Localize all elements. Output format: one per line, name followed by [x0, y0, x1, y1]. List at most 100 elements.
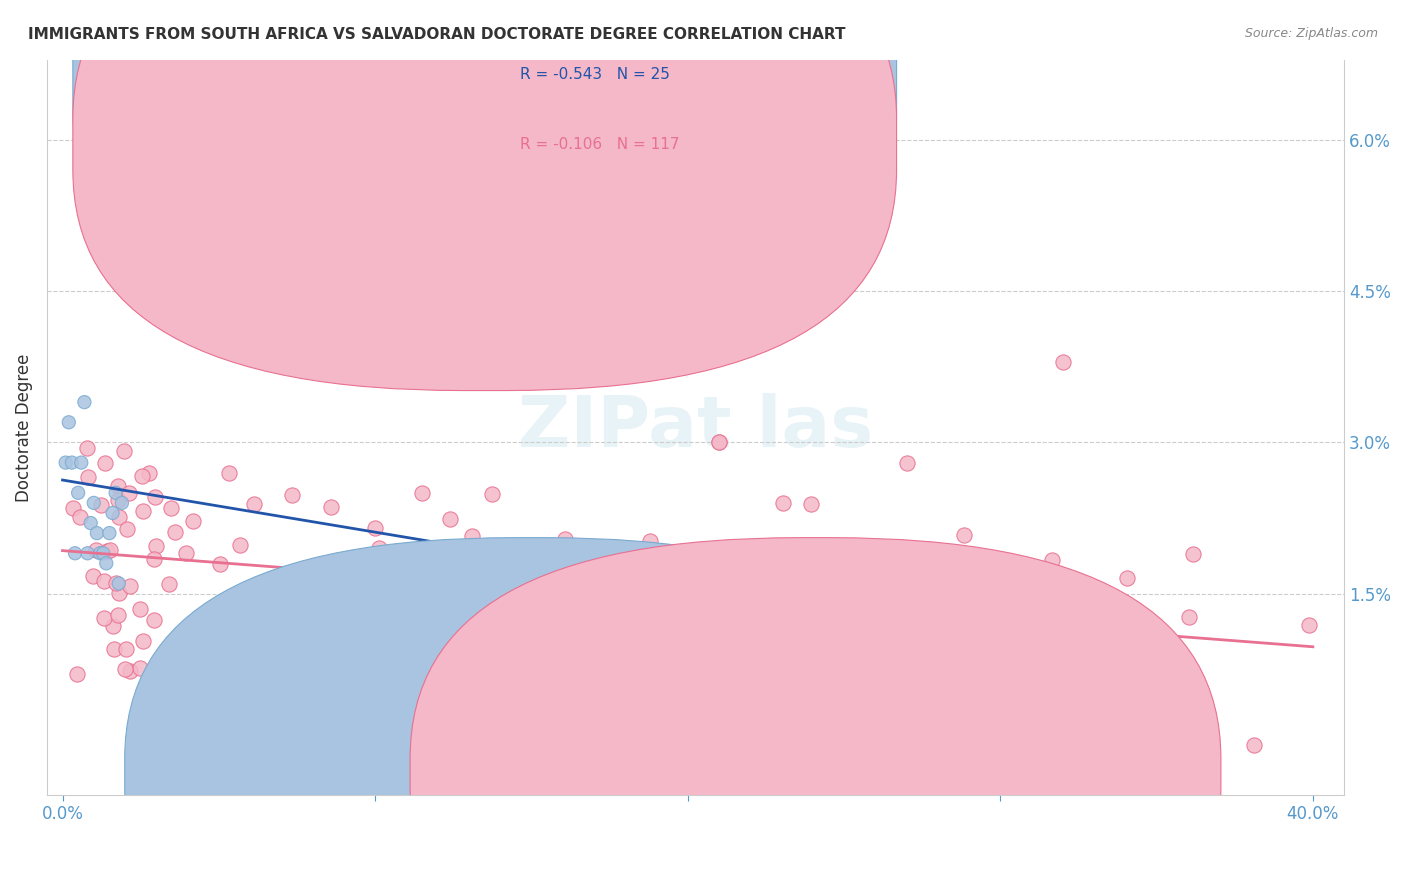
Point	[381, 612, 404, 626]
Point	[406, 673, 429, 687]
Point	[218, 467, 240, 481]
Text: IMMIGRANTS FROM SOUTH AFRICA VS SALVADORAN DOCTORATE DEGREE CORRELATION CHART: IMMIGRANTS FROM SOUTH AFRICA VS SALVADOR…	[28, 27, 845, 42]
Point	[143, 552, 166, 566]
Point	[105, 575, 128, 590]
Point	[800, 497, 823, 511]
Point	[205, 640, 228, 655]
Point	[174, 546, 197, 560]
Point	[953, 721, 976, 735]
Point	[1071, 590, 1094, 604]
Point	[83, 496, 105, 510]
Point	[60, 456, 83, 470]
Point	[319, 500, 342, 515]
Point	[145, 540, 167, 554]
Point	[426, 334, 449, 349]
Point	[799, 725, 821, 739]
Point	[70, 456, 93, 470]
Point	[108, 586, 131, 600]
Point	[481, 486, 503, 500]
Point	[96, 557, 118, 571]
Point	[77, 470, 100, 484]
Point	[623, 623, 645, 637]
Point	[392, 564, 415, 578]
Point	[66, 666, 89, 681]
Point	[143, 490, 166, 504]
Point	[107, 492, 129, 507]
Point	[132, 634, 155, 648]
Point	[1038, 699, 1060, 714]
Point	[94, 456, 117, 470]
Point	[93, 611, 115, 625]
Point	[831, 715, 853, 730]
Point	[129, 602, 152, 616]
Point	[772, 496, 794, 510]
Point	[55, 456, 77, 470]
Point	[129, 661, 152, 675]
Point	[181, 514, 204, 528]
Point	[63, 546, 86, 560]
Point	[101, 506, 124, 520]
Point	[927, 647, 949, 661]
Point	[921, 670, 943, 684]
Point	[460, 529, 482, 543]
Point	[952, 528, 974, 542]
Point	[384, 565, 406, 579]
Point	[103, 619, 125, 633]
Point	[90, 498, 112, 512]
Point	[603, 676, 626, 690]
Y-axis label: Doctorate Degree: Doctorate Degree	[15, 353, 32, 501]
FancyBboxPatch shape	[73, 0, 897, 391]
Point	[107, 479, 129, 493]
Point	[654, 714, 676, 729]
Point	[1060, 656, 1083, 670]
Point	[157, 577, 180, 591]
Point	[96, 544, 118, 558]
Point	[107, 607, 129, 622]
Point	[797, 661, 820, 675]
Point	[1188, 738, 1211, 752]
Point	[129, 285, 152, 299]
Point	[952, 692, 974, 706]
Point	[114, 662, 136, 676]
Point	[477, 681, 499, 695]
Point	[98, 543, 121, 558]
Point	[821, 627, 844, 641]
Point	[832, 640, 855, 655]
Point	[707, 435, 730, 450]
Point	[758, 595, 780, 609]
Point	[114, 642, 136, 657]
Point	[120, 264, 142, 278]
Point	[785, 713, 807, 727]
Point	[378, 607, 401, 621]
Point	[1178, 610, 1201, 624]
Point	[439, 512, 461, 526]
Point	[554, 532, 576, 546]
Point	[73, 395, 96, 409]
Text: ZIPat las: ZIPat las	[517, 392, 873, 462]
Point	[709, 614, 731, 628]
Point	[93, 574, 115, 589]
Point	[163, 525, 186, 540]
Point	[208, 274, 231, 288]
Text: Immigrants from South Africa: Immigrants from South Africa	[553, 765, 779, 780]
Point	[131, 504, 153, 518]
Point	[260, 581, 283, 595]
Point	[145, 738, 167, 752]
Point	[76, 442, 98, 456]
Point	[160, 501, 183, 516]
Point	[120, 664, 142, 678]
Text: R = -0.543   N = 25: R = -0.543 N = 25	[520, 67, 671, 82]
FancyBboxPatch shape	[125, 538, 935, 892]
Point	[107, 576, 129, 591]
Point	[231, 684, 253, 698]
Point	[465, 681, 488, 695]
Point	[229, 538, 252, 552]
Point	[138, 466, 160, 480]
Point	[120, 579, 142, 593]
FancyBboxPatch shape	[436, 67, 877, 199]
Point	[1298, 617, 1320, 632]
Point	[973, 556, 995, 570]
Point	[209, 557, 232, 571]
Point	[67, 485, 90, 500]
Point	[769, 555, 792, 569]
